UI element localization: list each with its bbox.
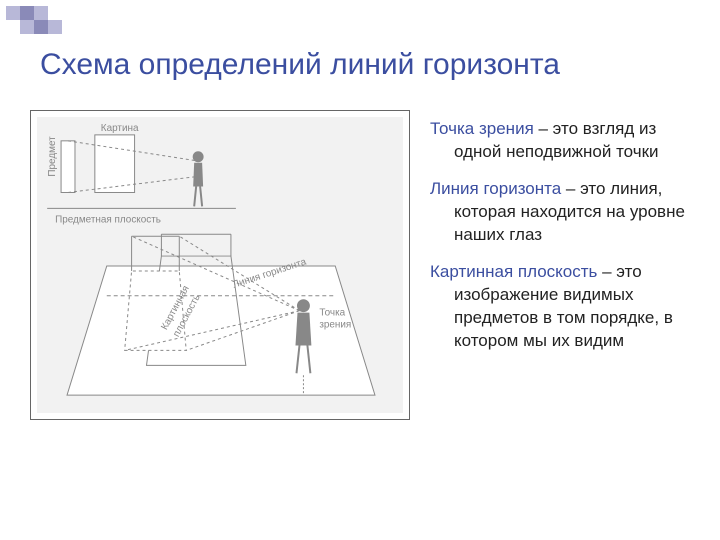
definition-item: Точка зрения – это взгляд из одной непод… xyxy=(430,118,700,164)
term: Картинная плоскость xyxy=(430,262,597,281)
definition-item: Картинная плоскость – это изображение ви… xyxy=(430,261,700,353)
label-predmet: Предмет xyxy=(47,136,58,177)
definitions: Точка зрения – это взгляд из одной непод… xyxy=(430,110,700,520)
term: Линия горизонта xyxy=(430,179,561,198)
content-row: Предмет Картина Предметная плоскость xyxy=(30,110,700,520)
diagram: Предмет Картина Предметная плоскость xyxy=(37,117,403,413)
slide-title: Схема определений линий горизонта xyxy=(40,48,700,82)
label-tochka: Точка xyxy=(319,308,345,319)
term: Точка зрения xyxy=(430,119,534,138)
definition-item: Линия горизонта – это линия, которая нах… xyxy=(430,178,700,247)
diagram-frame: Предмет Картина Предметная плоскость xyxy=(30,110,410,420)
label-predmetnaya: Предметная плоскость xyxy=(55,214,161,225)
corner-decor xyxy=(6,6,66,36)
label-zreniya: зрения xyxy=(319,320,351,331)
label-kartina: Картина xyxy=(101,123,139,134)
